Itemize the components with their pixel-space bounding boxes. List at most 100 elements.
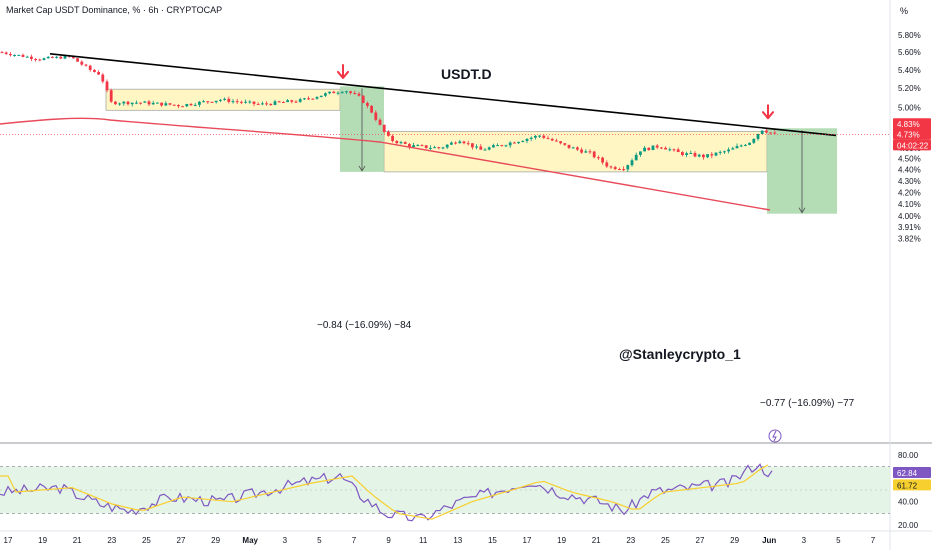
- candle-body: [508, 142, 512, 146]
- candle-body: [752, 138, 756, 143]
- candle-body: [517, 141, 520, 144]
- candle-body: [471, 143, 474, 148]
- candle-body: [143, 101, 147, 103]
- candle-body: [433, 147, 436, 149]
- x-tick-label: 29: [211, 536, 220, 545]
- candle-body: [25, 56, 29, 58]
- candle-body: [399, 142, 403, 144]
- candle-body: [244, 101, 247, 103]
- candle-body: [374, 112, 378, 120]
- candle-body: [361, 95, 365, 103]
- x-tick-label: 25: [142, 536, 151, 545]
- candle-body: [273, 101, 277, 105]
- candle-body: [765, 130, 768, 133]
- candle-body: [525, 138, 529, 142]
- candle-body: [72, 56, 75, 59]
- candle-body: [353, 92, 357, 94]
- measure-label-right: −0.77 (−16.09%) −77: [760, 398, 855, 409]
- candle-body: [172, 104, 176, 106]
- candle-body: [240, 101, 243, 103]
- x-tick-label: 15: [488, 536, 497, 545]
- rsi-tick-label: 20.00: [898, 521, 919, 530]
- candle-body: [147, 101, 151, 105]
- price-tag-label: 4.83%: [897, 120, 920, 129]
- candle-body: [51, 56, 54, 58]
- candle-body: [727, 149, 730, 152]
- x-tick-label: 23: [626, 536, 635, 545]
- candle-body: [387, 131, 390, 136]
- candle-body: [231, 101, 235, 103]
- x-tick-label: 21: [592, 536, 601, 545]
- candle-body: [391, 135, 394, 142]
- candle-body: [408, 143, 411, 148]
- candle-body: [93, 69, 96, 72]
- price-tag-label: 04:02:22: [897, 141, 929, 150]
- trendline: [49, 53, 837, 137]
- candle-body: [647, 147, 651, 151]
- candle-body: [668, 149, 672, 151]
- candle-body: [588, 151, 592, 153]
- y-tick-label: 4.40%: [898, 166, 921, 175]
- rsi-value-tag: [893, 467, 931, 479]
- candle-body: [38, 59, 42, 61]
- candle-body: [462, 141, 466, 144]
- candle-body: [227, 98, 231, 102]
- candle-body: [223, 98, 226, 100]
- candle-body: [454, 142, 457, 144]
- y-tick-label: 4.20%: [898, 188, 921, 197]
- rsi-ma-line: [0, 464, 769, 520]
- red-arrow-marker: [337, 63, 349, 79]
- candle-body: [219, 99, 222, 101]
- x-tick-label: 19: [557, 536, 566, 545]
- candle-body: [672, 149, 676, 151]
- candle-body: [319, 95, 323, 98]
- candle-body: [475, 146, 478, 148]
- candle-body: [42, 58, 46, 61]
- y-tick-label: 5.00%: [898, 103, 921, 112]
- candle-body: [496, 145, 499, 147]
- candle-body: [483, 149, 487, 151]
- candle-body: [676, 149, 680, 153]
- candle-body: [542, 135, 546, 138]
- candle-body: [555, 140, 558, 142]
- measure-label-left: −0.84 (−16.09%) −84: [317, 320, 412, 331]
- x-tick-label: 3: [802, 536, 807, 545]
- candle-body: [655, 145, 659, 148]
- candle-body: [718, 151, 722, 153]
- candle-body: [235, 101, 239, 103]
- x-tick-label: 3: [283, 536, 288, 545]
- candle-body: [168, 103, 172, 105]
- candle-body: [412, 145, 415, 148]
- candle-body: [622, 169, 625, 171]
- candle-body: [756, 133, 760, 139]
- symbol-label: USDT.D: [441, 66, 492, 82]
- candle-body: [177, 105, 180, 107]
- candle-body: [294, 101, 298, 103]
- x-tick-label: 23: [107, 536, 116, 545]
- candle-body: [9, 53, 12, 56]
- candle-body: [769, 132, 772, 134]
- candle-body: [651, 145, 655, 151]
- candle-body: [693, 152, 697, 157]
- x-tick-label: 7: [352, 536, 357, 545]
- y-tick-label: 5.40%: [898, 66, 921, 75]
- candle-body: [282, 101, 285, 103]
- candle-body: [748, 142, 751, 145]
- candle-body: [118, 103, 121, 105]
- candle-body: [0, 52, 4, 54]
- x-tick-label: 17: [523, 536, 532, 545]
- candle-body: [706, 154, 709, 158]
- price-tag: [893, 118, 931, 130]
- candle-body: [17, 54, 21, 56]
- y-tick-label: 3.82%: [898, 235, 921, 244]
- candle-body: [571, 147, 575, 149]
- candle-body: [441, 147, 445, 149]
- candle-body: [618, 169, 621, 171]
- y-tick-label: 4.10%: [898, 200, 921, 209]
- candle-body: [416, 145, 420, 147]
- candle-body: [122, 101, 126, 104]
- candle-body: [366, 102, 369, 106]
- candle-body: [697, 154, 701, 157]
